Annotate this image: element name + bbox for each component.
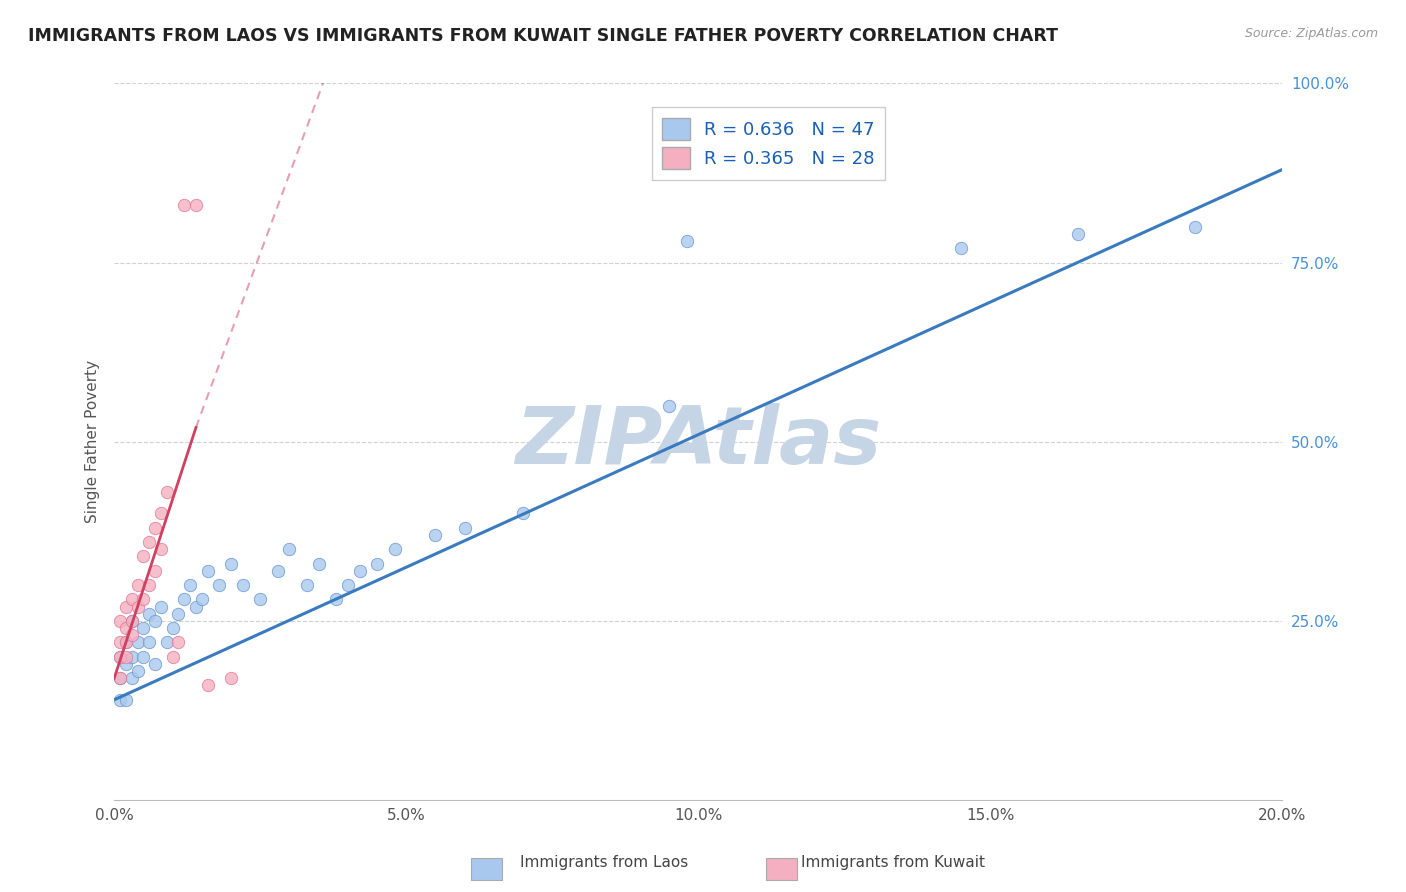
Point bbox=[138, 535, 160, 549]
Point bbox=[121, 649, 143, 664]
Y-axis label: Single Father Poverty: Single Father Poverty bbox=[86, 360, 100, 524]
Point bbox=[658, 399, 681, 413]
Point bbox=[108, 671, 131, 685]
Point bbox=[149, 507, 172, 521]
Point bbox=[115, 657, 138, 671]
Point bbox=[162, 649, 184, 664]
Legend: R = 0.636   N = 47, R = 0.365   N = 28: R = 0.636 N = 47, R = 0.365 N = 28 bbox=[651, 107, 886, 180]
Point bbox=[121, 614, 143, 628]
Point bbox=[425, 528, 447, 542]
Point bbox=[143, 657, 166, 671]
Text: ZIPAtlas: ZIPAtlas bbox=[515, 403, 882, 481]
Point bbox=[108, 635, 131, 649]
Text: IMMIGRANTS FROM LAOS VS IMMIGRANTS FROM KUWAIT SINGLE FATHER POVERTY CORRELATION: IMMIGRANTS FROM LAOS VS IMMIGRANTS FROM … bbox=[28, 27, 1059, 45]
Text: Immigrants from Kuwait: Immigrants from Kuwait bbox=[801, 855, 986, 870]
Point bbox=[219, 671, 242, 685]
Point bbox=[167, 635, 190, 649]
Point bbox=[149, 542, 172, 557]
Point bbox=[132, 549, 155, 564]
Point bbox=[108, 649, 131, 664]
Point bbox=[115, 693, 138, 707]
Point bbox=[1067, 227, 1090, 241]
Text: Immigrants from Laos: Immigrants from Laos bbox=[520, 855, 689, 870]
Point bbox=[121, 628, 143, 642]
Point bbox=[127, 635, 149, 649]
Point bbox=[278, 542, 301, 557]
Point bbox=[143, 614, 166, 628]
Point bbox=[208, 578, 231, 592]
Point bbox=[184, 599, 207, 614]
Point bbox=[336, 578, 359, 592]
Point bbox=[115, 635, 138, 649]
Point bbox=[167, 607, 190, 621]
Point bbox=[184, 198, 207, 212]
Point bbox=[173, 198, 195, 212]
Point bbox=[143, 521, 166, 535]
Point bbox=[675, 234, 697, 248]
Point bbox=[191, 592, 214, 607]
Point bbox=[173, 592, 195, 607]
Point bbox=[349, 564, 371, 578]
Point bbox=[132, 649, 155, 664]
Point bbox=[179, 578, 201, 592]
Point bbox=[108, 649, 131, 664]
Point bbox=[138, 607, 160, 621]
Point bbox=[156, 485, 179, 500]
Point bbox=[267, 564, 290, 578]
Point bbox=[108, 614, 131, 628]
Point bbox=[115, 635, 138, 649]
Point bbox=[366, 557, 388, 571]
Point bbox=[219, 557, 242, 571]
Point bbox=[384, 542, 406, 557]
Point bbox=[950, 241, 973, 255]
Point bbox=[115, 599, 138, 614]
Point bbox=[453, 521, 475, 535]
Point bbox=[325, 592, 347, 607]
Point bbox=[1184, 219, 1206, 234]
Point bbox=[156, 635, 179, 649]
Point bbox=[108, 693, 131, 707]
Point bbox=[138, 578, 160, 592]
Text: Source: ZipAtlas.com: Source: ZipAtlas.com bbox=[1244, 27, 1378, 40]
Point bbox=[127, 578, 149, 592]
Point bbox=[121, 614, 143, 628]
Point bbox=[127, 599, 149, 614]
Point bbox=[121, 671, 143, 685]
Point bbox=[132, 621, 155, 635]
Point bbox=[197, 678, 219, 692]
Point bbox=[138, 635, 160, 649]
Point bbox=[162, 621, 184, 635]
Point bbox=[132, 592, 155, 607]
Point bbox=[232, 578, 254, 592]
Point bbox=[143, 564, 166, 578]
Point bbox=[149, 599, 172, 614]
Point bbox=[115, 621, 138, 635]
Point bbox=[308, 557, 330, 571]
Point bbox=[121, 592, 143, 607]
Point bbox=[295, 578, 318, 592]
Point bbox=[512, 507, 534, 521]
Point bbox=[249, 592, 271, 607]
Point bbox=[197, 564, 219, 578]
Point bbox=[115, 649, 138, 664]
Point bbox=[108, 671, 131, 685]
Point bbox=[127, 664, 149, 678]
